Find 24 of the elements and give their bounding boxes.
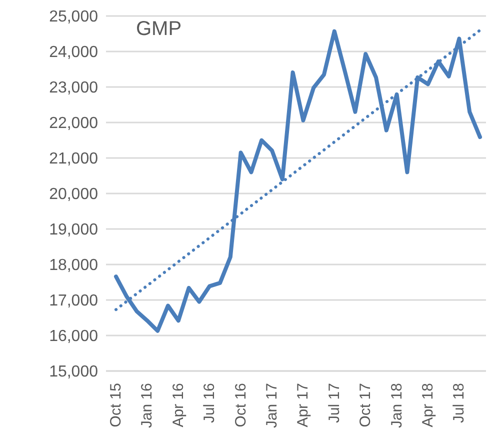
y-tick-label: 21,000 <box>49 150 98 168</box>
y-tick-label: 22,000 <box>49 115 98 132</box>
chart-title: GMP <box>136 18 182 41</box>
y-tick-label: 25,000 <box>49 8 98 26</box>
x-tick-label: Jan 18 <box>388 383 406 428</box>
y-tick-label: 18,000 <box>49 257 98 274</box>
x-tick-label: Oct 16 <box>232 383 250 428</box>
y-tick-label: 15,000 <box>49 364 98 381</box>
x-tick-label: Apr 18 <box>420 383 436 428</box>
x-tick-label: Jan 17 <box>264 383 280 428</box>
x-tick-label: Oct 17 <box>357 383 374 428</box>
y-tick-label: 16,000 <box>49 328 98 346</box>
y-tick-label: 19,000 <box>49 222 98 239</box>
x-tick-label: Oct 15 <box>108 383 124 428</box>
x-tick-label: Apr 16 <box>170 383 187 428</box>
x-tick-label: Apr 17 <box>294 383 312 428</box>
y-tick-label: 24,000 <box>49 44 98 62</box>
y-tick-label: 20,000 <box>49 186 98 204</box>
x-tick-label: Jul 18 <box>450 383 468 424</box>
y-tick-label: 23,000 <box>49 80 98 97</box>
x-tick-label: Jul 16 <box>201 383 218 424</box>
x-tick-label: Jul 17 <box>326 383 343 424</box>
x-tick-label: Jan 16 <box>138 383 156 428</box>
y-tick-label: 17,000 <box>49 292 98 310</box>
